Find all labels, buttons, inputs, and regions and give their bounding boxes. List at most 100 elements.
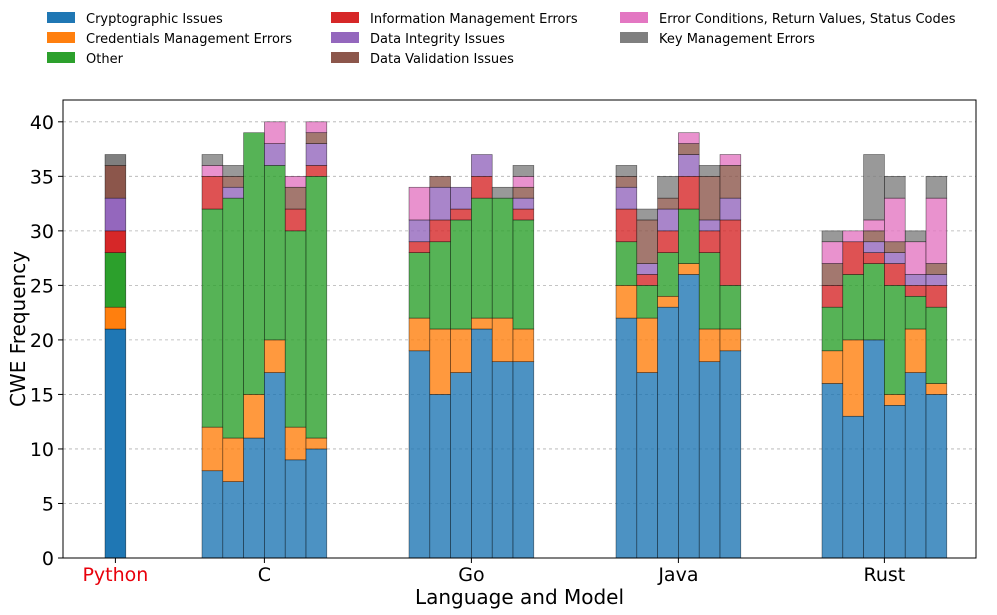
bar-segment xyxy=(243,437,265,559)
bar-segment xyxy=(904,295,927,330)
legend-item: Error Conditions, Return Values, Status … xyxy=(620,12,956,27)
legend-label: Other xyxy=(86,52,124,67)
y-tick-label: 35 xyxy=(30,166,54,188)
bar-segment xyxy=(201,176,224,210)
bar-segment xyxy=(698,328,721,363)
legend-item: Key Management Errors xyxy=(620,32,815,47)
bar-segment xyxy=(450,186,472,210)
bar-segment xyxy=(636,208,658,221)
bar-segment xyxy=(264,121,286,144)
bar-segment xyxy=(821,263,844,286)
bar-segment xyxy=(863,230,885,243)
bar-segment xyxy=(615,165,638,177)
bar-segment xyxy=(512,197,535,210)
bar-segment xyxy=(615,176,638,188)
bar-segment xyxy=(450,219,472,330)
bar-segment xyxy=(512,208,535,221)
bars xyxy=(104,121,948,559)
bar-segment xyxy=(884,176,906,199)
legend-swatch xyxy=(620,32,648,43)
x-tick-label: Rust xyxy=(864,564,906,586)
y-axis-label: CWE Frequency xyxy=(6,251,30,407)
bar-segment xyxy=(842,241,864,275)
bar-segment xyxy=(842,339,864,417)
bar-segment xyxy=(657,252,679,297)
bar-segment xyxy=(471,176,493,199)
bar-segment xyxy=(636,219,658,264)
bar-segment xyxy=(657,230,679,253)
bar-segment xyxy=(925,306,948,384)
bar-segment xyxy=(305,165,328,177)
legend-swatch xyxy=(331,52,359,63)
bar-segment xyxy=(821,383,844,559)
y-tick-label: 25 xyxy=(30,275,54,297)
bar-segment xyxy=(408,317,431,352)
legend-swatch xyxy=(331,12,359,23)
bar-segment xyxy=(925,274,948,286)
legend-label: Error Conditions, Return Values, Status … xyxy=(659,12,956,27)
x-tick-label: Go xyxy=(458,564,484,586)
bar-segment xyxy=(512,186,535,199)
bar-segment xyxy=(719,328,742,352)
bar-segment xyxy=(615,208,638,243)
y-tick-label: 30 xyxy=(30,221,54,243)
bar-segment xyxy=(863,154,885,221)
bar-segment xyxy=(104,306,127,330)
bar-segment xyxy=(925,263,948,275)
bar-segment xyxy=(429,186,451,221)
bar-segment xyxy=(491,186,514,199)
bar-segment xyxy=(925,285,948,308)
bar-segment xyxy=(657,197,679,210)
legend: Cryptographic Issues Credentials Manageme… xyxy=(47,12,956,67)
bar-segment xyxy=(471,197,493,319)
bar-segment xyxy=(284,208,307,232)
bar-segment xyxy=(884,285,906,395)
legend-label: Cryptographic Issues xyxy=(86,12,223,27)
bar-segment xyxy=(222,481,244,559)
bar-segment xyxy=(201,154,224,166)
y-tick-label: 10 xyxy=(30,439,54,461)
bar-segment xyxy=(636,263,658,275)
bar-segment xyxy=(222,197,244,439)
bar-segment xyxy=(678,176,700,210)
bar-segment xyxy=(408,252,431,319)
bar-segment xyxy=(904,274,927,286)
bar-segment xyxy=(512,176,535,188)
bar-segment xyxy=(678,154,700,177)
bar-segment xyxy=(408,350,431,559)
bar-segment xyxy=(698,176,721,221)
y-tick-label: 40 xyxy=(30,112,54,134)
plot-frame xyxy=(62,99,977,559)
bar-segment xyxy=(657,306,679,559)
bar-segment xyxy=(512,219,535,330)
bar-segment xyxy=(305,121,328,134)
bar-segment xyxy=(429,176,451,188)
bar-segment xyxy=(429,241,451,330)
bar-segment xyxy=(201,165,224,177)
bar-segment xyxy=(264,165,286,341)
bar-segment xyxy=(821,306,844,352)
bar-segment xyxy=(512,328,535,363)
bar-segment xyxy=(698,252,721,330)
legend-swatch xyxy=(47,32,75,43)
bar-segment xyxy=(104,328,127,559)
bar-segment xyxy=(719,197,742,221)
legend-item: Information Management Errors xyxy=(331,12,578,27)
bar-segment xyxy=(678,274,700,559)
bar-segment xyxy=(491,317,514,363)
bar-segment xyxy=(904,285,927,297)
y-tick-label: 0 xyxy=(42,548,54,570)
bar-segment xyxy=(925,197,948,264)
bar-segment xyxy=(201,470,224,559)
bar-segment xyxy=(104,165,127,199)
bar-segment xyxy=(450,328,472,373)
bar-segment xyxy=(863,219,885,232)
bar-segment xyxy=(264,339,286,373)
bar-segment xyxy=(284,459,307,559)
bar-segment xyxy=(842,230,864,243)
bar-segment xyxy=(925,176,948,199)
bar-segment xyxy=(284,426,307,461)
y-tick-label: 5 xyxy=(42,493,54,515)
bar-segment xyxy=(408,219,431,243)
bar-segment xyxy=(512,165,535,177)
